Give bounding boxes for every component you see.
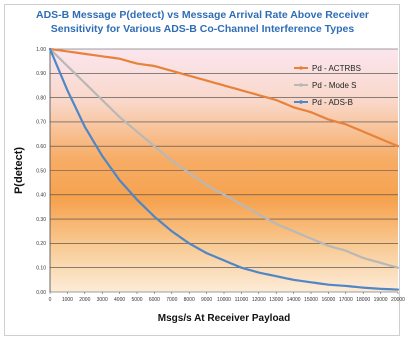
x-tick-label: 12000 (252, 297, 266, 303)
x-tick-label: 1000 (62, 297, 73, 303)
y-tick-label: 0.80 (36, 95, 46, 101)
series-line-3 (48, 47, 400, 291)
series-line-2 (48, 47, 400, 269)
legend-label-3: Pd - ADS-B (312, 98, 353, 107)
x-tick-label: 4000 (114, 297, 125, 303)
series-line-1 (48, 47, 400, 148)
y-tick-label: 0.50 (36, 168, 46, 174)
y-tick-label: 0.90 (36, 71, 46, 77)
x-tick-label: 14000 (287, 297, 301, 303)
y-tick-label: 0.70 (36, 120, 46, 126)
grid-lines (49, 48, 399, 294)
y-tick-label: 0.40 (36, 193, 46, 199)
series-layer (48, 47, 400, 291)
x-tick-label: 13000 (269, 297, 283, 303)
x-tick-label: 15000 (304, 297, 318, 303)
x-tick-label: 8000 (184, 297, 195, 303)
x-tick-label: 5000 (131, 297, 142, 303)
legend-label-2: Pd - Mode S (312, 81, 356, 90)
legend-marker-3 (299, 100, 303, 104)
legend-marker-2 (299, 83, 303, 87)
legend-label-1: Pd - ACTRBS (312, 64, 361, 73)
y-tick-label: 0.20 (36, 241, 46, 247)
x-tick-label: 6000 (149, 297, 160, 303)
x-tick-label: 9000 (201, 297, 212, 303)
x-tick-label: 20000 (391, 297, 405, 303)
x-tick-label: 16000 (321, 297, 335, 303)
x-tick-label: 2000 (79, 297, 90, 303)
x-tick-label: 10000 (217, 297, 231, 303)
y-tick-label: 1.00 (36, 47, 46, 53)
y-axis-label: P(detect) (13, 147, 25, 194)
legend: Pd - ACTRBS Pd - Mode S Pd - ADS-B (294, 64, 361, 107)
chart-title: ADS-B Message P(detect) vs Message Arriv… (0, 8, 405, 36)
x-tick-label: 18000 (356, 297, 370, 303)
y-tick-label: 0.30 (36, 217, 46, 223)
x-tick-label: 0 (49, 297, 52, 303)
chart-title-line-1: ADS-B Message P(detect) vs Message Arriv… (35, 9, 370, 21)
y-tick-label: 0.00 (36, 290, 46, 296)
chart-title-line-2: Sensitivity for Various ADS-B Co-Channel… (50, 23, 355, 35)
x-tick-label: 17000 (339, 297, 353, 303)
x-axis-label: Msgs/s At Receiver Payload (158, 313, 290, 324)
legend-marker-1 (299, 66, 303, 70)
y-tick-label: 0.10 (36, 266, 46, 272)
x-tick-label: 19000 (374, 297, 388, 303)
x-tick-label: 11000 (235, 297, 249, 303)
x-tick-label: 7000 (166, 297, 177, 303)
x-tick-label: 3000 (97, 297, 108, 303)
y-tick-label: 0.60 (36, 144, 46, 150)
tick-labels: 0.00 0.10 0.20 0.30 0.40 0.50 0.60 0.70 0.80 0.90… (36, 47, 405, 303)
